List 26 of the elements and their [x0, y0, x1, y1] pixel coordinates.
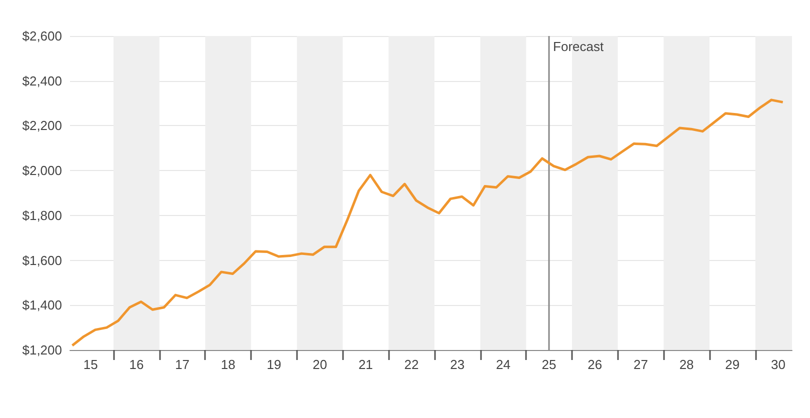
x-tick-label: 20 — [312, 357, 328, 372]
x-tick-label: 24 — [496, 357, 510, 372]
ref-line-label: Forecast — [553, 39, 604, 54]
x-tick-label: 28 — [679, 357, 694, 372]
x-tick-label: 15 — [83, 357, 98, 372]
y-tick-label: $1,800 — [22, 208, 62, 223]
x-tick-label: 23 — [450, 357, 465, 372]
x-tick-label: 18 — [220, 357, 236, 372]
y-tick-label: $2,400 — [22, 73, 62, 88]
y-tick-label: $2,000 — [22, 163, 62, 178]
x-tick-label: 22 — [404, 357, 419, 372]
y-tick-label: $2,600 — [22, 28, 62, 44]
y-tick-label: $2,200 — [22, 118, 62, 134]
y-tick-label: $1,400 — [22, 298, 62, 313]
line-series — [71, 98, 784, 347]
x-tick-label: 25 — [542, 357, 556, 372]
x-tick-label: 27 — [633, 357, 648, 372]
x-tick-label: 26 — [588, 357, 602, 372]
x-tick-label: 17 — [175, 357, 190, 372]
x-tick-label: 21 — [358, 357, 373, 372]
x-tick-label: 29 — [725, 357, 740, 372]
x-tick-label: 16 — [129, 357, 144, 372]
y-tick-label: $1,200 — [22, 342, 62, 358]
x-tick-label: 19 — [266, 357, 282, 372]
y-tick-label: $1,600 — [22, 252, 62, 268]
x-tick-label: 30 — [771, 357, 786, 372]
